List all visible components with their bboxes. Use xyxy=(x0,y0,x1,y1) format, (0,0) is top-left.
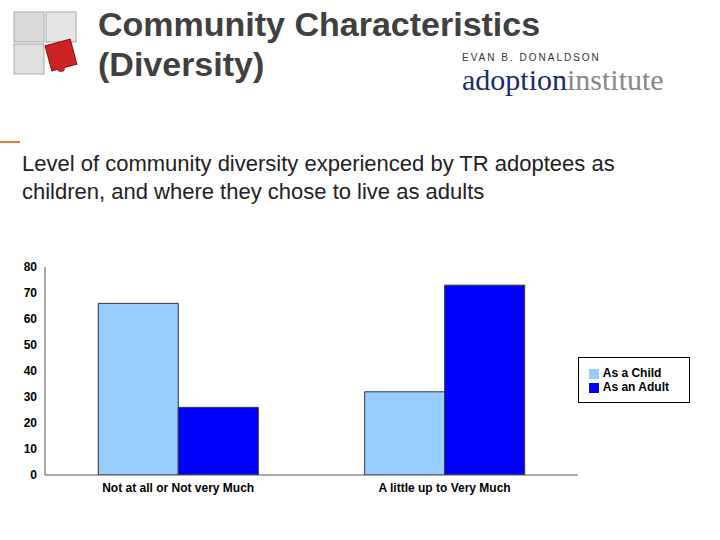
svg-text:40: 40 xyxy=(24,364,38,378)
svg-text:A little up to Very Much: A little up to Very Much xyxy=(378,481,510,495)
html-text:adoption institute: adoption institute xyxy=(462,63,664,96)
svg-text:60: 60 xyxy=(24,312,38,326)
html-text:As a Child: As a Child xyxy=(602,366,662,380)
svg-text:80: 80 xyxy=(24,260,38,274)
svg-text:20: 20 xyxy=(24,416,38,430)
svg-text:50: 50 xyxy=(24,338,38,352)
svg-text:30: 30 xyxy=(24,390,38,404)
svg-text:0: 0 xyxy=(30,468,37,482)
html-text:As an Adult: As an Adult xyxy=(602,380,669,394)
html-text:Community Characteristics (Div: Community Characteristics (Diversity) xyxy=(98,5,541,83)
svg-text:Not at all or Not very Much: Not at all or Not very Much xyxy=(102,481,254,495)
svg-text:70: 70 xyxy=(24,286,38,300)
html-text:EVAN B. DONALDSON: EVAN B. DONALDSON xyxy=(462,52,601,63)
svg-text:10: 10 xyxy=(24,442,38,456)
html-text:Level of community diversity e: Level of community diversity experienced… xyxy=(22,151,615,204)
